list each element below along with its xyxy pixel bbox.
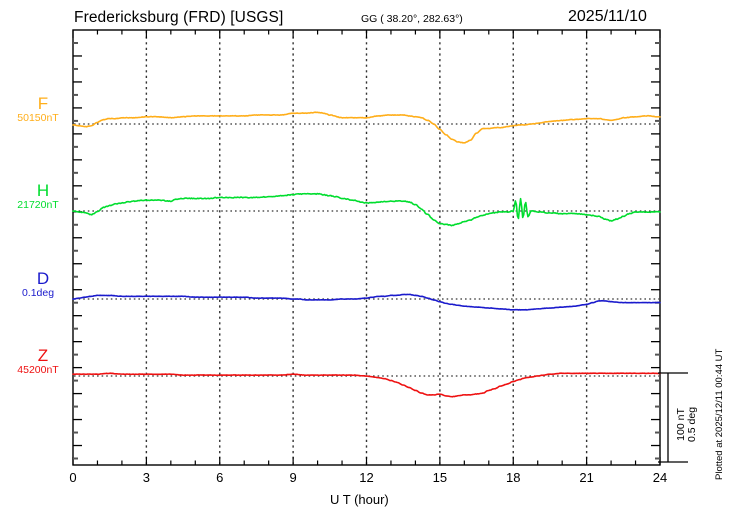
geographic-coordinates: GG ( 38.20°, 282.63°)	[361, 13, 463, 25]
x-tick-label: 6	[216, 470, 224, 485]
trace-Z	[72, 372, 661, 398]
component-baseline-value-F: 50150nT	[17, 112, 59, 124]
scale-bar-line2: 0.5 deg	[686, 406, 698, 442]
scale-bar-label: 100 nT 0.5 deg	[675, 406, 698, 442]
x-tick-label: 15	[432, 470, 448, 485]
scale-bar	[658, 372, 688, 463]
x-tick-label: 3	[142, 470, 150, 485]
component-label-Z: Z	[37, 346, 49, 365]
trace-F	[72, 111, 661, 144]
axis-frame	[72, 29, 661, 466]
x-tick-label: 12	[359, 470, 374, 485]
x-tick-label: 18	[506, 470, 521, 485]
component-baselines	[74, 123, 659, 377]
component-baseline-value-Z: 45200nT	[17, 364, 59, 376]
plotted-timestamp: Plotted at 2025/12/11 00:44 UT	[714, 348, 725, 480]
x-tick-label: 24	[652, 470, 668, 485]
component-label-F: F	[37, 94, 49, 113]
component-baseline-value-D: 0.1deg	[21, 287, 55, 299]
component-label-H: H	[36, 181, 50, 200]
x-tick-label: 0	[69, 470, 77, 485]
x-tick-label: 9	[289, 470, 297, 485]
x-tick-label: 21	[579, 470, 594, 485]
observation-date: 2025/11/10	[568, 8, 647, 25]
axis-ticks	[72, 30, 661, 465]
component-baseline-value-H: 21720nT	[17, 199, 59, 211]
data-series	[72, 111, 661, 398]
x-axis-title: U T (hour)	[330, 492, 389, 507]
component-label-D: D	[36, 269, 50, 288]
trace-D	[72, 293, 661, 311]
trace-H	[72, 192, 661, 227]
page-title: Fredericksburg (FRD) [USGS]	[74, 9, 284, 26]
grid-lines	[145, 31, 588, 464]
